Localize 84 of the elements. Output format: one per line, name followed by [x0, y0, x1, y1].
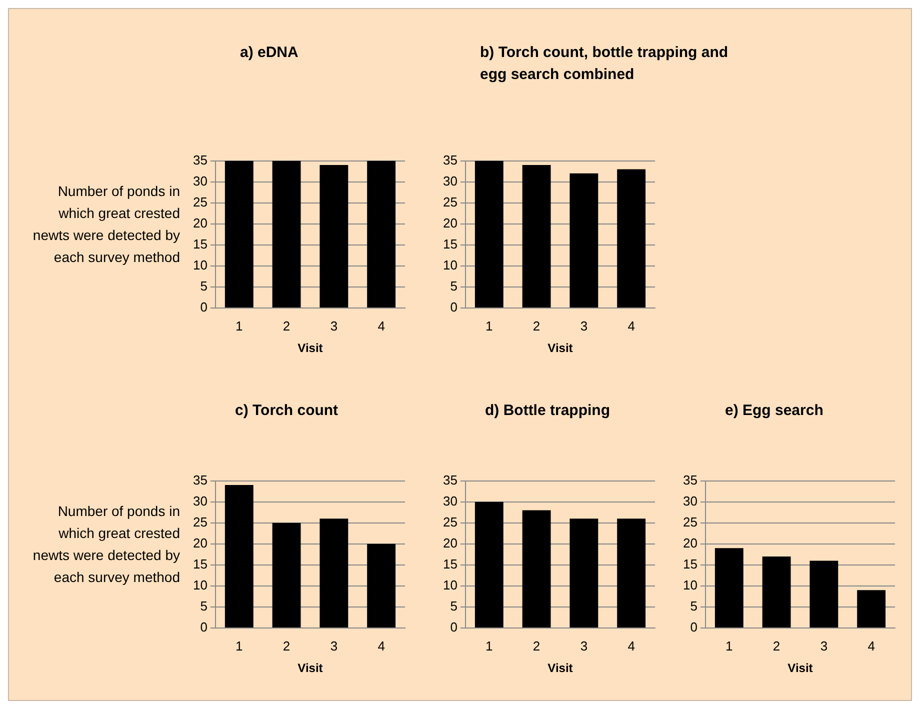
- chart-title: c) Torch count: [235, 401, 340, 421]
- y-tick-label: 20: [192, 215, 208, 230]
- y-tick-label: 5: [450, 278, 458, 294]
- y-tick-label: 30: [192, 173, 208, 188]
- x-axis-title: Visit: [548, 341, 573, 356]
- bar: [224, 485, 254, 628]
- x-axis-title: Visit: [788, 661, 813, 676]
- x-tick-label: 4: [628, 638, 635, 654]
- bar: [320, 518, 348, 628]
- bar: [617, 169, 646, 308]
- y-tick-label: 20: [442, 215, 458, 230]
- x-tick-label: 1: [236, 318, 243, 334]
- chart-title: b) Torch count, bottle trapping and egg search combined: [480, 43, 730, 85]
- x-tick-label: 3: [580, 638, 588, 654]
- y-tick-label: 10: [682, 578, 698, 593]
- y-tick-label: 5: [200, 278, 208, 294]
- bar: [272, 522, 301, 628]
- y-tick-label: 0: [450, 300, 458, 315]
- y-tick-label: 0: [200, 300, 208, 315]
- x-tick-label: 4: [868, 638, 875, 654]
- y-tick-label: 30: [442, 173, 458, 188]
- x-tick-label: 3: [330, 318, 338, 334]
- bar: [762, 556, 791, 628]
- x-tick-label: 4: [628, 318, 635, 334]
- y-tick-label: 30: [442, 493, 458, 508]
- y-tick-label: 15: [682, 556, 698, 572]
- x-tick-label: 4: [378, 318, 385, 334]
- y-tick-label: 25: [442, 514, 458, 530]
- bar: [474, 160, 504, 308]
- x-tick-label: 2: [282, 318, 290, 334]
- y-tick-label: 35: [442, 472, 458, 488]
- x-tick-label: 2: [532, 638, 540, 654]
- bar: [522, 165, 551, 308]
- y-tick-label: 15: [192, 236, 208, 252]
- y-tick-label: 25: [442, 194, 458, 210]
- x-axis-title: Visit: [548, 661, 573, 676]
- y-tick-label: 5: [200, 598, 208, 614]
- x-axis-title: Visit: [298, 661, 323, 676]
- bar: [570, 173, 598, 308]
- x-tick-label: 3: [820, 638, 828, 654]
- y-tick-label: 35: [682, 472, 698, 488]
- y-tick-label: 15: [192, 556, 208, 572]
- y-tick-label: 20: [192, 535, 208, 550]
- y-tick-label: 20: [442, 535, 458, 550]
- y-tick-label: 35: [442, 152, 458, 168]
- x-tick-label: 2: [772, 638, 780, 654]
- x-tick-label: 1: [236, 638, 243, 654]
- y-tick-label: 5: [690, 598, 698, 614]
- y-tick-label: 10: [442, 258, 458, 273]
- y-axis-title: Number of ponds in which great crested newts were detected by each survey method: [32, 502, 180, 587]
- y-tick-label: 0: [200, 620, 208, 635]
- y-tick-label: 5: [450, 598, 458, 614]
- x-tick-label: 1: [486, 318, 493, 334]
- y-tick-label: 0: [450, 620, 458, 635]
- y-tick-label: 25: [192, 514, 208, 530]
- x-axis-title: Visit: [298, 341, 323, 356]
- chart-title: d) Bottle trapping: [485, 401, 611, 421]
- y-tick-label: 35: [192, 472, 208, 488]
- y-tick-label: 10: [442, 578, 458, 593]
- y-tick-label: 15: [442, 236, 458, 252]
- bar: [367, 544, 396, 628]
- x-tick-label: 4: [378, 638, 385, 654]
- bar: [714, 548, 744, 628]
- y-tick-label: 0: [690, 620, 698, 635]
- x-tick-label: 1: [486, 638, 493, 654]
- y-axis-title: Number of ponds in which great crested newts were detected by each survey method: [32, 182, 180, 267]
- y-tick-label: 35: [192, 152, 208, 168]
- x-tick-label: 2: [532, 318, 540, 334]
- x-tick-label: 3: [330, 638, 338, 654]
- y-tick-label: 10: [192, 578, 208, 593]
- y-tick-label: 20: [682, 535, 698, 550]
- bar: [810, 560, 838, 628]
- y-tick-label: 25: [192, 194, 208, 210]
- x-tick-label: 1: [726, 638, 733, 654]
- chart-title: e) Egg search: [725, 401, 824, 421]
- x-tick-label: 2: [282, 638, 290, 654]
- x-tick-label: 3: [580, 318, 588, 334]
- chart-title: a) eDNA: [240, 43, 300, 63]
- bar: [857, 590, 886, 628]
- y-tick-label: 30: [192, 493, 208, 508]
- y-tick-label: 10: [192, 258, 208, 273]
- y-tick-label: 15: [442, 556, 458, 572]
- y-tick-label: 30: [682, 493, 698, 508]
- y-tick-label: 25: [682, 514, 698, 530]
